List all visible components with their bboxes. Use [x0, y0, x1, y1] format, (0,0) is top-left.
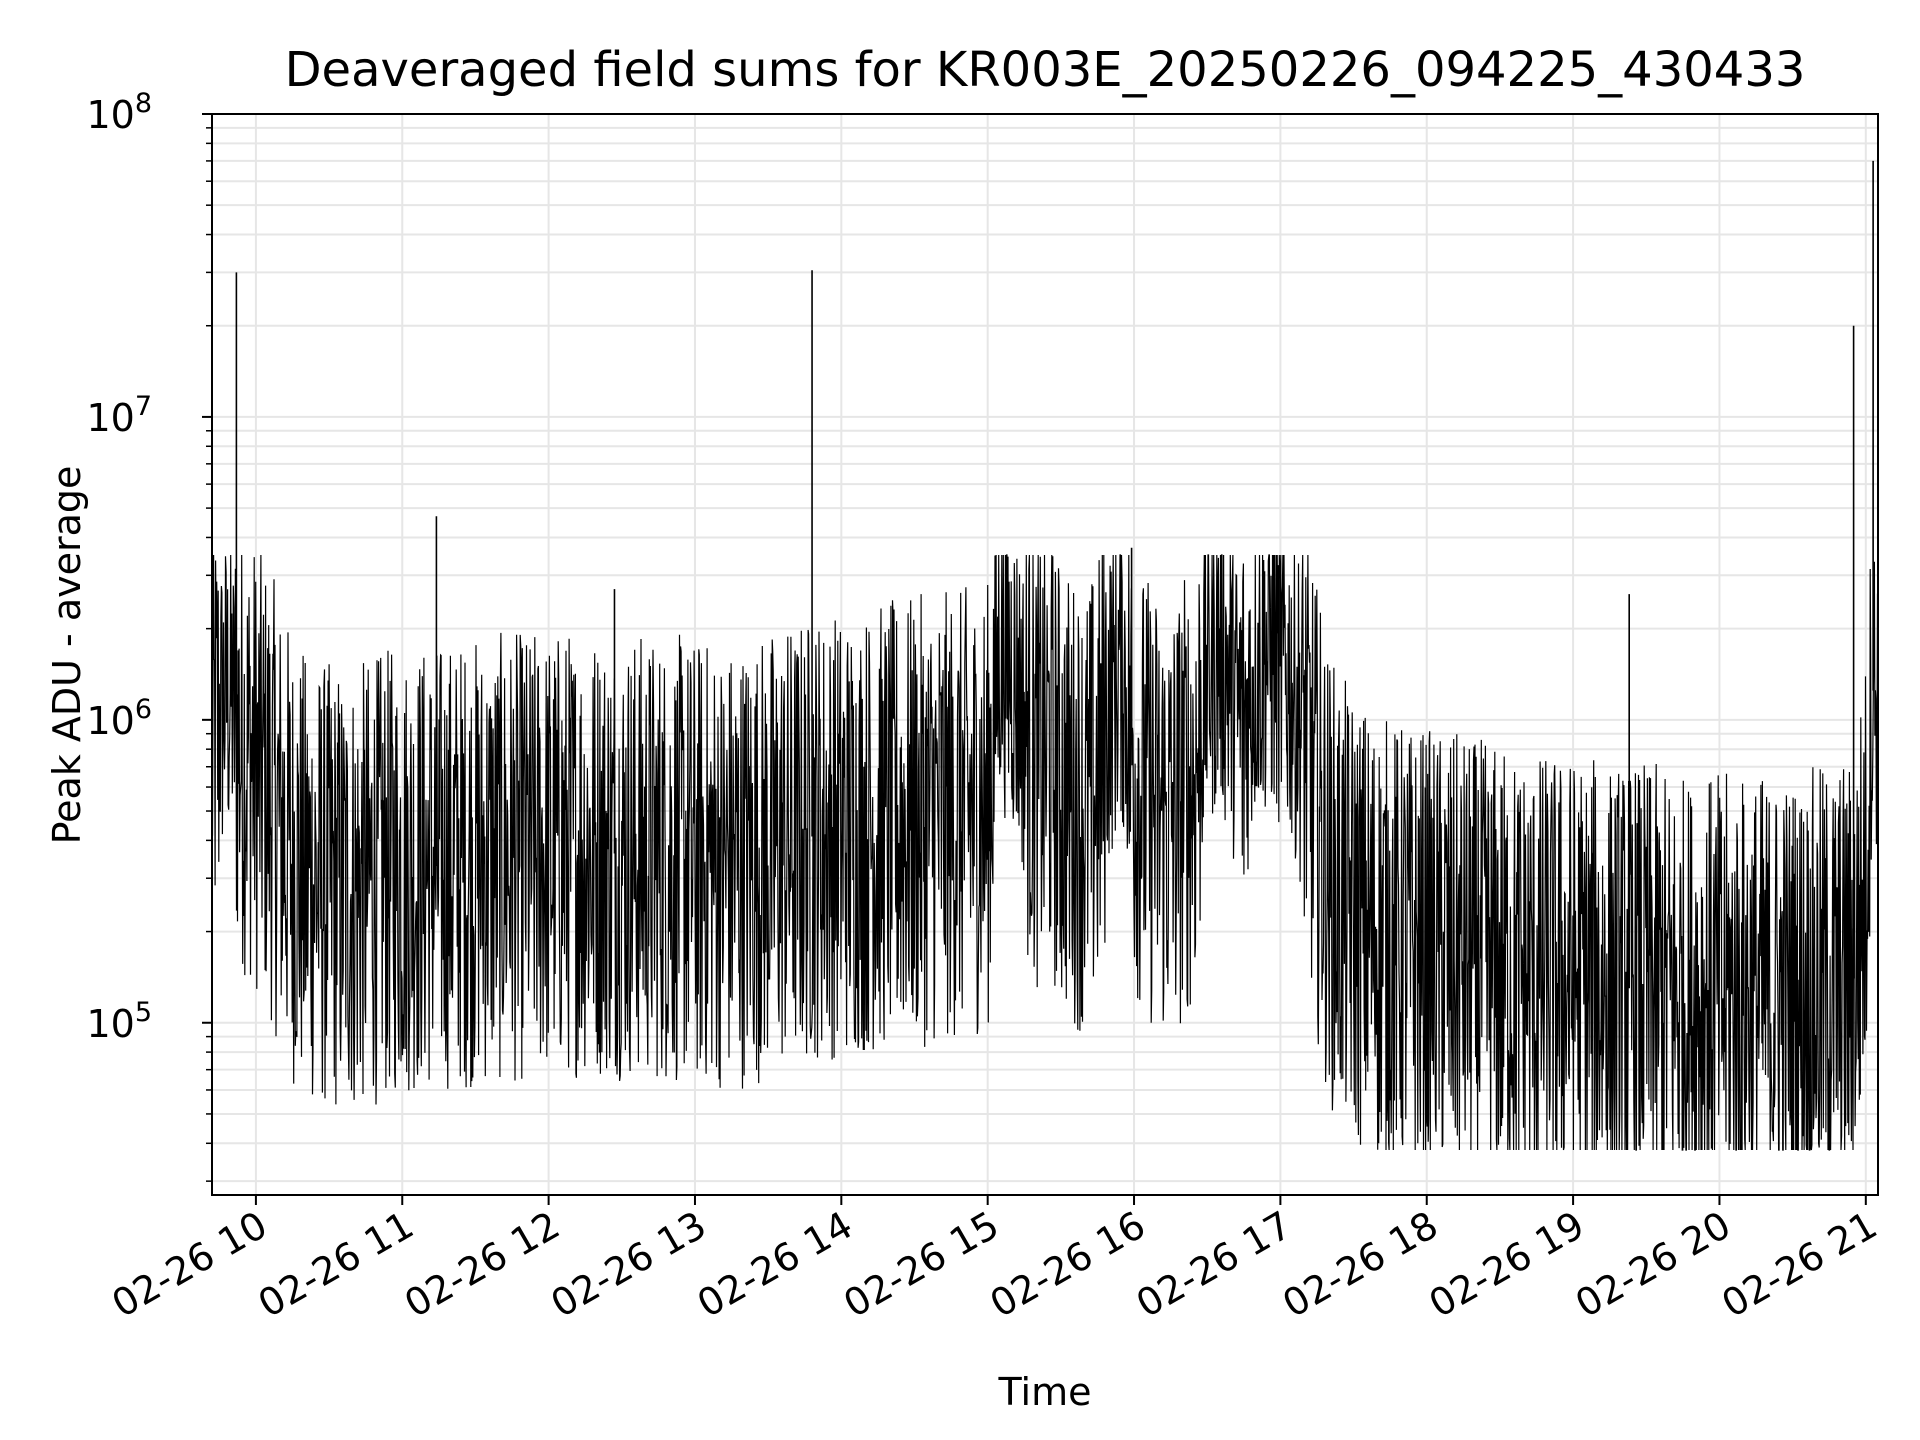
series-path: [212, 554, 1878, 1151]
y-axis-label: Peak ADU - average: [45, 466, 89, 845]
x-axis-label: Time: [998, 1370, 1092, 1414]
chart-title: Deaveraged field sums for KR003E_2025022…: [285, 42, 1806, 98]
series-line: [212, 160, 1878, 1151]
plot-frame: [211, 113, 1879, 1196]
y-tick-label: 106: [86, 694, 152, 743]
